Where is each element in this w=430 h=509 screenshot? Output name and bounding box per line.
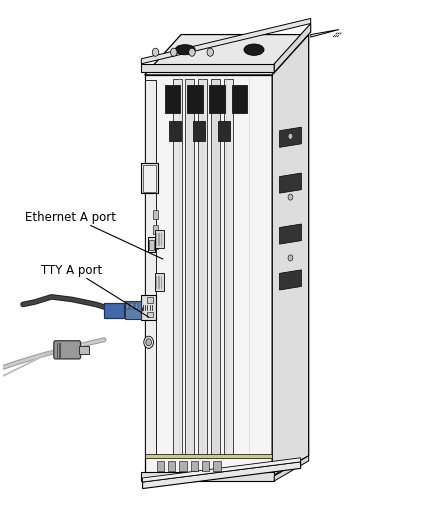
Polygon shape [142, 458, 300, 482]
Polygon shape [279, 270, 301, 291]
Bar [104, 303, 123, 319]
Bar [146, 313, 152, 318]
Bar [154, 231, 163, 248]
Bar [198, 80, 206, 456]
Polygon shape [141, 19, 310, 65]
Circle shape [144, 336, 153, 349]
Circle shape [152, 49, 158, 57]
Bar [146, 298, 152, 304]
Bar [184, 80, 194, 456]
Circle shape [287, 134, 292, 140]
Polygon shape [169, 122, 181, 141]
Polygon shape [273, 456, 308, 481]
Bar [130, 304, 133, 310]
Polygon shape [279, 224, 301, 245]
Bar [152, 240, 157, 249]
Polygon shape [272, 36, 308, 476]
Bar [152, 225, 157, 234]
Bar [125, 301, 140, 319]
Bar [213, 461, 220, 471]
FancyBboxPatch shape [54, 341, 80, 359]
Polygon shape [164, 86, 180, 114]
Polygon shape [231, 86, 246, 114]
Circle shape [287, 195, 292, 201]
Polygon shape [187, 86, 202, 114]
Bar [152, 210, 157, 219]
Polygon shape [144, 36, 308, 76]
Polygon shape [141, 65, 273, 73]
Bar [168, 461, 175, 471]
Polygon shape [279, 174, 301, 194]
Ellipse shape [243, 45, 264, 56]
Bar [79, 346, 89, 354]
Circle shape [287, 256, 292, 262]
Bar [140, 296, 156, 320]
Bar [172, 80, 181, 456]
Polygon shape [142, 462, 300, 489]
Bar [135, 304, 138, 310]
Text: TTY A port: TTY A port [41, 263, 148, 318]
Circle shape [188, 49, 195, 57]
Bar [154, 273, 163, 291]
Text: Ethernet A port: Ethernet A port [25, 210, 163, 260]
Ellipse shape [175, 46, 195, 55]
Circle shape [206, 49, 213, 57]
Bar [157, 461, 164, 471]
Circle shape [170, 49, 177, 57]
Bar [144, 81, 156, 456]
Polygon shape [141, 472, 273, 481]
Polygon shape [144, 76, 272, 476]
Bar [147, 238, 155, 253]
Bar [211, 80, 219, 456]
Bar [142, 165, 156, 192]
Bar [149, 240, 154, 250]
Polygon shape [273, 24, 310, 73]
Bar [202, 461, 209, 471]
Bar [179, 461, 186, 471]
Polygon shape [193, 122, 205, 141]
Bar [190, 461, 198, 471]
Polygon shape [310, 31, 338, 38]
Polygon shape [209, 86, 224, 114]
Bar [144, 455, 272, 459]
Bar [224, 80, 232, 456]
Polygon shape [279, 128, 301, 148]
Bar [141, 164, 157, 194]
Circle shape [145, 339, 151, 346]
Polygon shape [217, 122, 229, 141]
Bar [126, 304, 129, 310]
